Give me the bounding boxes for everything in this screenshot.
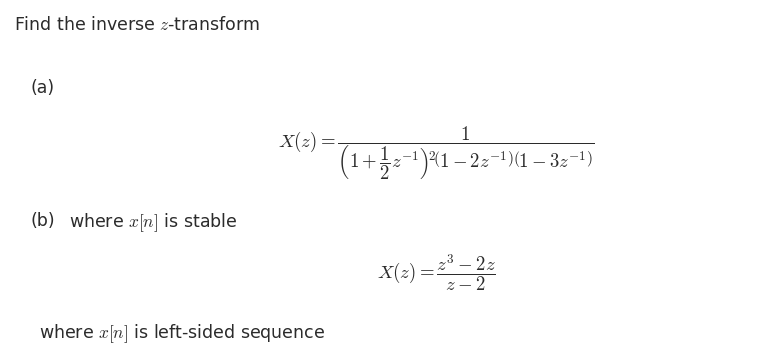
Text: (a): (a) (31, 79, 55, 97)
Text: where $x[n]$ is left-sided sequence: where $x[n]$ is left-sided sequence (39, 322, 324, 345)
Text: $X(z) = \dfrac{z^3 - 2z}{z - 2}$: $X(z) = \dfrac{z^3 - 2z}{z - 2}$ (377, 252, 496, 293)
Text: where $x[n]$ is stable: where $x[n]$ is stable (69, 211, 238, 234)
Text: (b): (b) (31, 212, 56, 230)
Text: Find the inverse $z$-transform: Find the inverse $z$-transform (14, 16, 260, 34)
Text: $X(z) = \dfrac{1}{\left(1+\dfrac{1}{2}z^{-1}\right)^{\!2}\!\left(1-2z^{-1}\right: $X(z) = \dfrac{1}{\left(1+\dfrac{1}{2}z^… (278, 123, 594, 182)
